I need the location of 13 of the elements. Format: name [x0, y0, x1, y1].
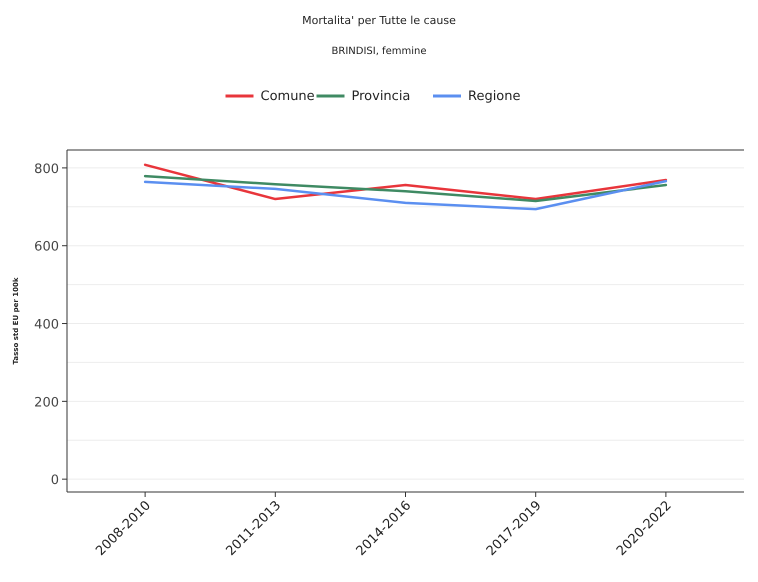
legend-label: Comune [260, 89, 315, 104]
chart-subtitle: BRINDISI, femmine [332, 46, 426, 57]
y-tick-label: 600 [34, 240, 59, 255]
line-series [144, 174, 668, 202]
y-tick-label: 0 [50, 473, 59, 488]
line-series [144, 180, 668, 210]
line-series [144, 164, 668, 200]
y-tick-label: 200 [34, 395, 59, 410]
y-tick-label: 800 [34, 162, 59, 177]
legend-label: Provincia [352, 89, 410, 104]
y-tick-label: 400 [34, 318, 59, 333]
chart-title: Mortalita' per Tutte le cause [302, 14, 456, 27]
legend-label: Regione [468, 89, 521, 104]
